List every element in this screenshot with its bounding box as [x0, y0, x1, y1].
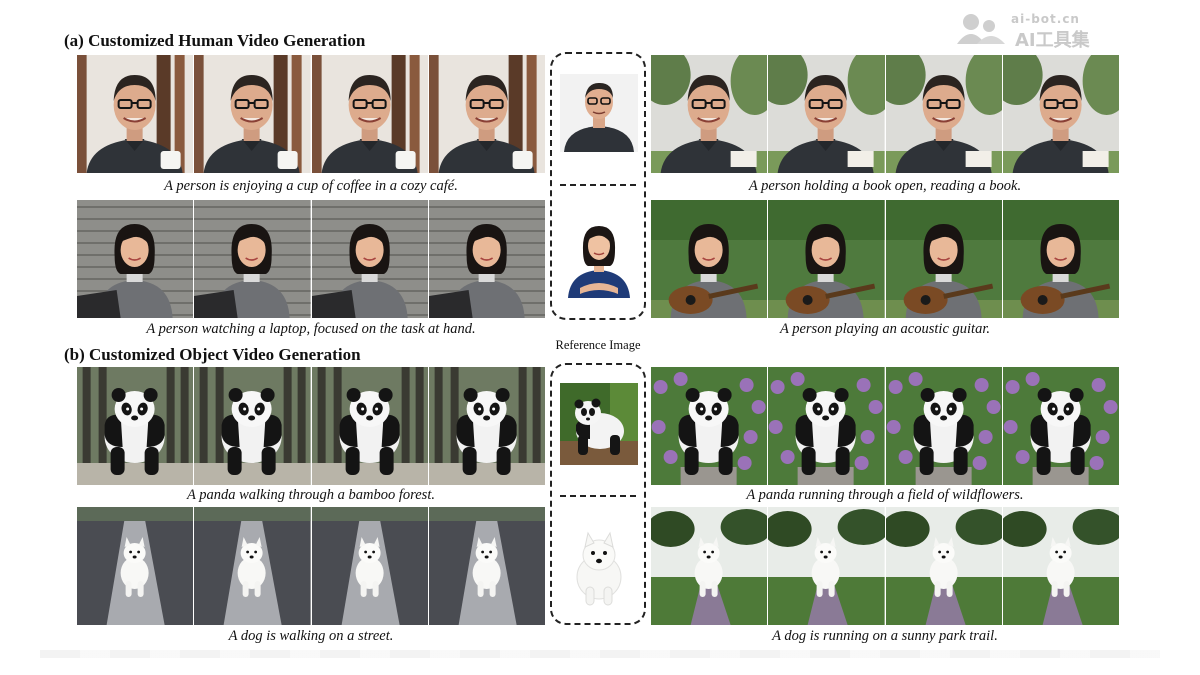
caption-coffee: A person is enjoying a cup of coffee in … — [164, 178, 458, 194]
caption-panda-bamboo: A panda walking through a bamboo forest. — [187, 487, 435, 503]
video-frame — [428, 200, 545, 318]
footer-text-blur — [40, 650, 1160, 658]
video-strip-guitar — [651, 200, 1119, 318]
reference-box-human — [550, 52, 646, 320]
video-frame — [428, 367, 545, 485]
video-frame — [428, 507, 545, 625]
video-frame — [651, 367, 769, 485]
caption-book: A person holding a book open, reading a … — [748, 178, 1022, 194]
video-frame — [885, 507, 1003, 625]
caption-panda-flowers: A panda running through a field of wildf… — [746, 487, 1024, 503]
video-frame — [885, 367, 1003, 485]
reference-image-man — [560, 74, 638, 152]
video-strip-coffee — [77, 55, 545, 173]
reference-box-object — [550, 363, 646, 625]
reference-image-woman — [560, 214, 638, 298]
section-title-human: (a) Customized Human Video Generation — [64, 31, 366, 50]
video-frame — [194, 367, 312, 485]
reference-image-panda — [560, 383, 638, 465]
caption-dog-street: A dog is walking on a street. — [228, 628, 394, 644]
video-frame — [77, 367, 195, 485]
reference-image-label: Reference Image — [555, 338, 641, 352]
video-frame — [768, 367, 886, 485]
watermark: ai-bot.cn AI工具集 — [955, 10, 1125, 51]
ai-bot-logo-icon — [957, 14, 1005, 44]
video-frame — [77, 55, 195, 173]
video-strip-dog-street — [77, 507, 545, 625]
video-strip-panda-flowers — [651, 367, 1119, 485]
video-frame — [311, 200, 429, 318]
video-frame — [885, 55, 1003, 173]
video-strip-laptop — [77, 200, 545, 318]
video-frame — [768, 55, 886, 173]
caption-dog-park: A dog is running on a sunny park trail. — [772, 628, 998, 644]
section-title-object: (b) Customized Object Video Generation — [64, 345, 361, 364]
video-strip-book — [651, 55, 1119, 173]
video-frame — [194, 55, 312, 173]
video-frame — [194, 507, 312, 625]
video-strip-dog-park — [651, 507, 1119, 625]
reference-divider — [560, 184, 636, 186]
video-frame — [311, 507, 429, 625]
video-frame — [651, 55, 769, 173]
watermark-url: ai-bot.cn — [1011, 12, 1080, 26]
video-frame — [1002, 367, 1119, 485]
video-frame — [1002, 507, 1119, 625]
video-frame — [768, 507, 886, 625]
video-strip-panda-bamboo — [77, 367, 545, 485]
video-frame — [311, 367, 429, 485]
caption-laptop: A person watching a laptop, focused on t… — [146, 321, 476, 337]
video-frame — [768, 200, 886, 318]
caption-guitar: A person playing an acoustic guitar. — [780, 321, 990, 337]
video-frame — [885, 200, 1003, 318]
video-frame — [1002, 55, 1119, 173]
video-frame — [194, 200, 312, 318]
video-frame — [651, 507, 769, 625]
video-frame — [311, 55, 429, 173]
video-frame — [77, 507, 195, 625]
video-frame — [428, 55, 545, 173]
reference-image-dog — [560, 525, 638, 609]
reference-divider — [560, 495, 636, 497]
watermark-name: AI工具集 — [1015, 30, 1090, 51]
video-frame — [1002, 200, 1119, 318]
video-frame — [77, 200, 195, 318]
video-frame — [651, 200, 769, 318]
